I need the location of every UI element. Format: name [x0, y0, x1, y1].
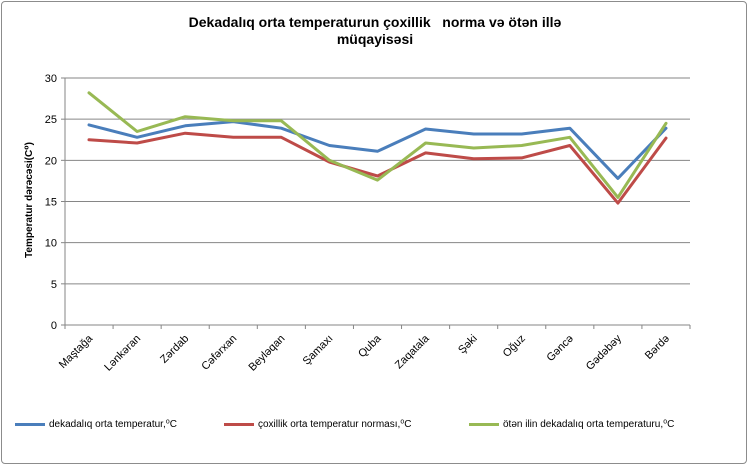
x-tick-labels: Maştağa Lənkəran Zərdab Cəfərxan Beyləqan Şam…	[57, 332, 672, 374]
x-tick-label: Oğuz	[501, 333, 528, 360]
y-tick-label: 25	[45, 114, 57, 126]
x-tick-label: Zaqatala	[393, 332, 432, 371]
legend-label-series-1: dekadalıq orta temperatur,⁰C	[49, 419, 177, 430]
x-tick-label: Gədəbəy	[584, 332, 624, 372]
gridlines	[65, 77, 690, 285]
chart-legend: dekadalıq orta temperatur,⁰C çoxillik or…	[0, 419, 750, 439]
series-line-1	[87, 120, 668, 180]
x-tick-label: Şəki	[456, 333, 480, 357]
x-tick-label: Bərdə	[643, 333, 672, 362]
x-tick-label: Zərdab	[158, 333, 191, 366]
x-tick-label: Quba	[356, 332, 384, 360]
legend-label-series-3: ötən ilin dekadalıq orta temperaturu,⁰C	[503, 419, 675, 430]
x-tick-label: Gəncə	[545, 333, 576, 364]
axes	[61, 77, 691, 329]
legend-item-series-3: ötən ilin dekadalıq orta temperaturu,⁰C	[469, 419, 674, 430]
x-tick-label: Cəfərxan	[199, 333, 239, 373]
y-axis-label: Temperatur dərəcəsi(C⁰)	[24, 142, 35, 258]
series-line-3	[87, 91, 668, 199]
series-lines	[87, 91, 668, 205]
y-tick-label: 5	[51, 279, 57, 291]
y-tick-label: 30	[45, 73, 57, 85]
chart-title-line-2: müqayisəsi	[336, 31, 414, 47]
y-tick-labels: 0 5 10 15 20 25 30	[45, 73, 57, 332]
y-tick-label: 0	[51, 320, 57, 332]
y-tick-label: 15	[45, 197, 57, 209]
y-tick-label: 20	[45, 155, 57, 167]
legend-item-series-2: çoxillik orta temperatur norması,⁰C	[224, 419, 412, 430]
legend-swatch-series-1	[15, 423, 45, 426]
legend-label-series-2: çoxillik orta temperatur norması,⁰C	[258, 419, 412, 430]
x-tick-label: Şamaxı	[301, 333, 336, 368]
chart-title-line-1: Dekadalıq orta temperaturun çoxillik nor…	[188, 14, 562, 30]
y-tick-label: 10	[45, 238, 57, 250]
legend-item-series-1: dekadalıq orta temperatur,⁰C	[15, 419, 177, 430]
legend-swatch-series-3	[469, 423, 499, 426]
series-line-2	[87, 131, 668, 205]
x-tick-label: Beyləqan	[247, 333, 288, 374]
chart-title: Dekadalıq orta temperaturun çoxillik nor…	[0, 14, 750, 48]
legend-swatch-series-2	[224, 423, 254, 426]
x-tick-label: Lənkəran	[102, 333, 143, 374]
x-tick-label: Maştağa	[57, 332, 96, 371]
